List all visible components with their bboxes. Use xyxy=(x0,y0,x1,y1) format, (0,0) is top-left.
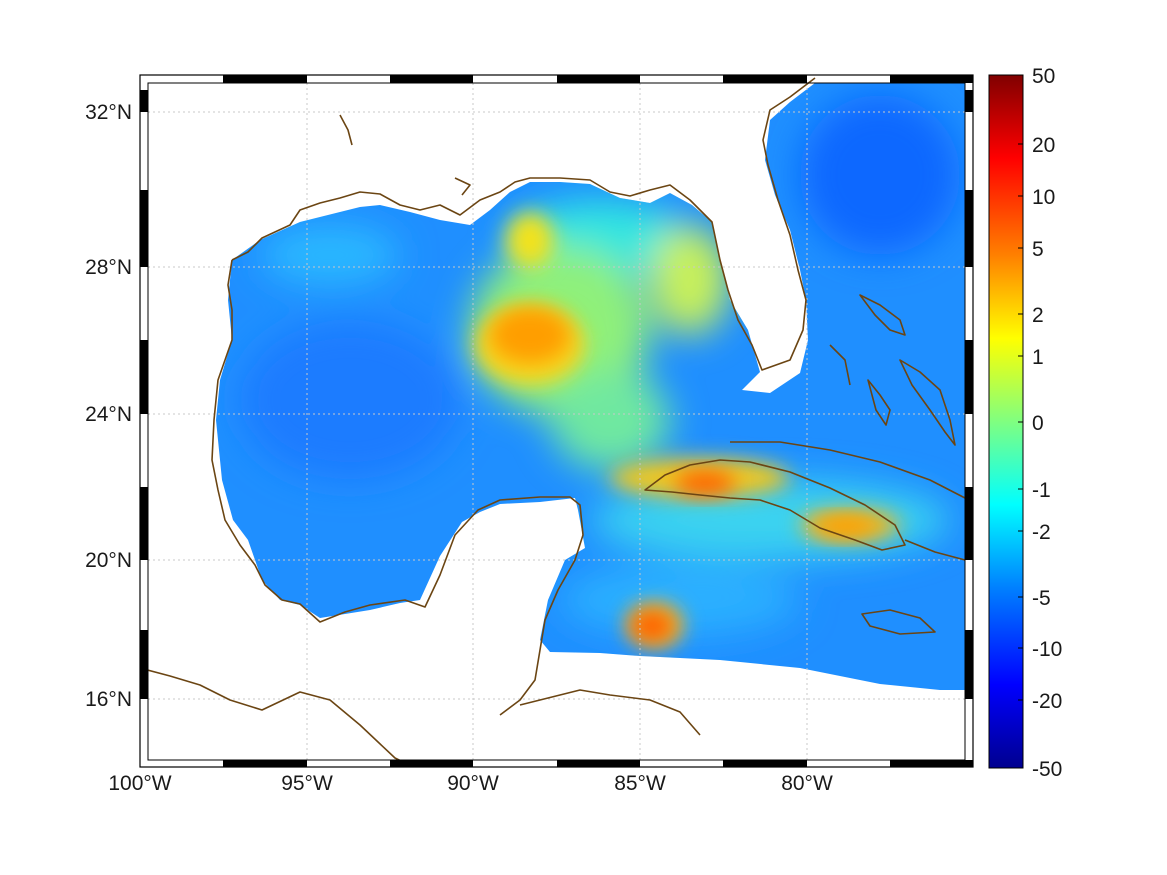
colorbar-tick-label: 1 xyxy=(1032,346,1044,369)
lon-label: 80°W xyxy=(781,772,833,795)
map-frame xyxy=(139,74,974,768)
colorbar-tick-label: -2 xyxy=(1032,521,1051,544)
lon-label: 95°W xyxy=(281,772,333,795)
lat-label: 32°N xyxy=(85,101,132,124)
colorbar-tick-label: -5 xyxy=(1032,587,1051,610)
colorbar-gradient xyxy=(988,74,1024,769)
latitude-tick-labels: 32°N 28°N 24°N 20°N 16°N xyxy=(85,101,132,711)
colorbar-tick-label: -1 xyxy=(1032,479,1051,502)
colorbar-tick-label: 20 xyxy=(1032,134,1055,157)
colorbar-tick-label: 10 xyxy=(1032,186,1055,209)
anomaly-hotspot xyxy=(490,307,570,363)
lon-label: 85°W xyxy=(614,772,666,795)
anomaly-hotspot xyxy=(815,517,875,537)
colorbar-tick-label: -50 xyxy=(1032,758,1062,781)
colorbar-tick-label: -20 xyxy=(1032,690,1062,713)
lat-label: 16°N xyxy=(85,688,132,711)
colorbar-tick-label: 50 xyxy=(1032,65,1055,88)
colorbar-tick-label: 0 xyxy=(1032,412,1044,435)
colorbar-tick-label: -10 xyxy=(1032,638,1062,661)
anomaly-hotspot xyxy=(675,471,735,495)
anomaly-hotspots xyxy=(490,307,875,642)
anomaly-hotspot xyxy=(630,610,674,642)
lon-label: 90°W xyxy=(447,772,499,795)
colorbar-tick-label: 5 xyxy=(1032,238,1044,261)
longitude-tick-labels: 100°W 95°W 90°W 85°W 80°W xyxy=(108,772,833,795)
coastlines xyxy=(140,77,966,767)
colorbar-tick-label: 2 xyxy=(1032,304,1044,327)
lat-label: 24°N xyxy=(85,403,132,426)
lon-label: 100°W xyxy=(108,772,171,795)
lat-label: 28°N xyxy=(85,256,132,279)
lat-label: 20°N xyxy=(85,549,132,572)
